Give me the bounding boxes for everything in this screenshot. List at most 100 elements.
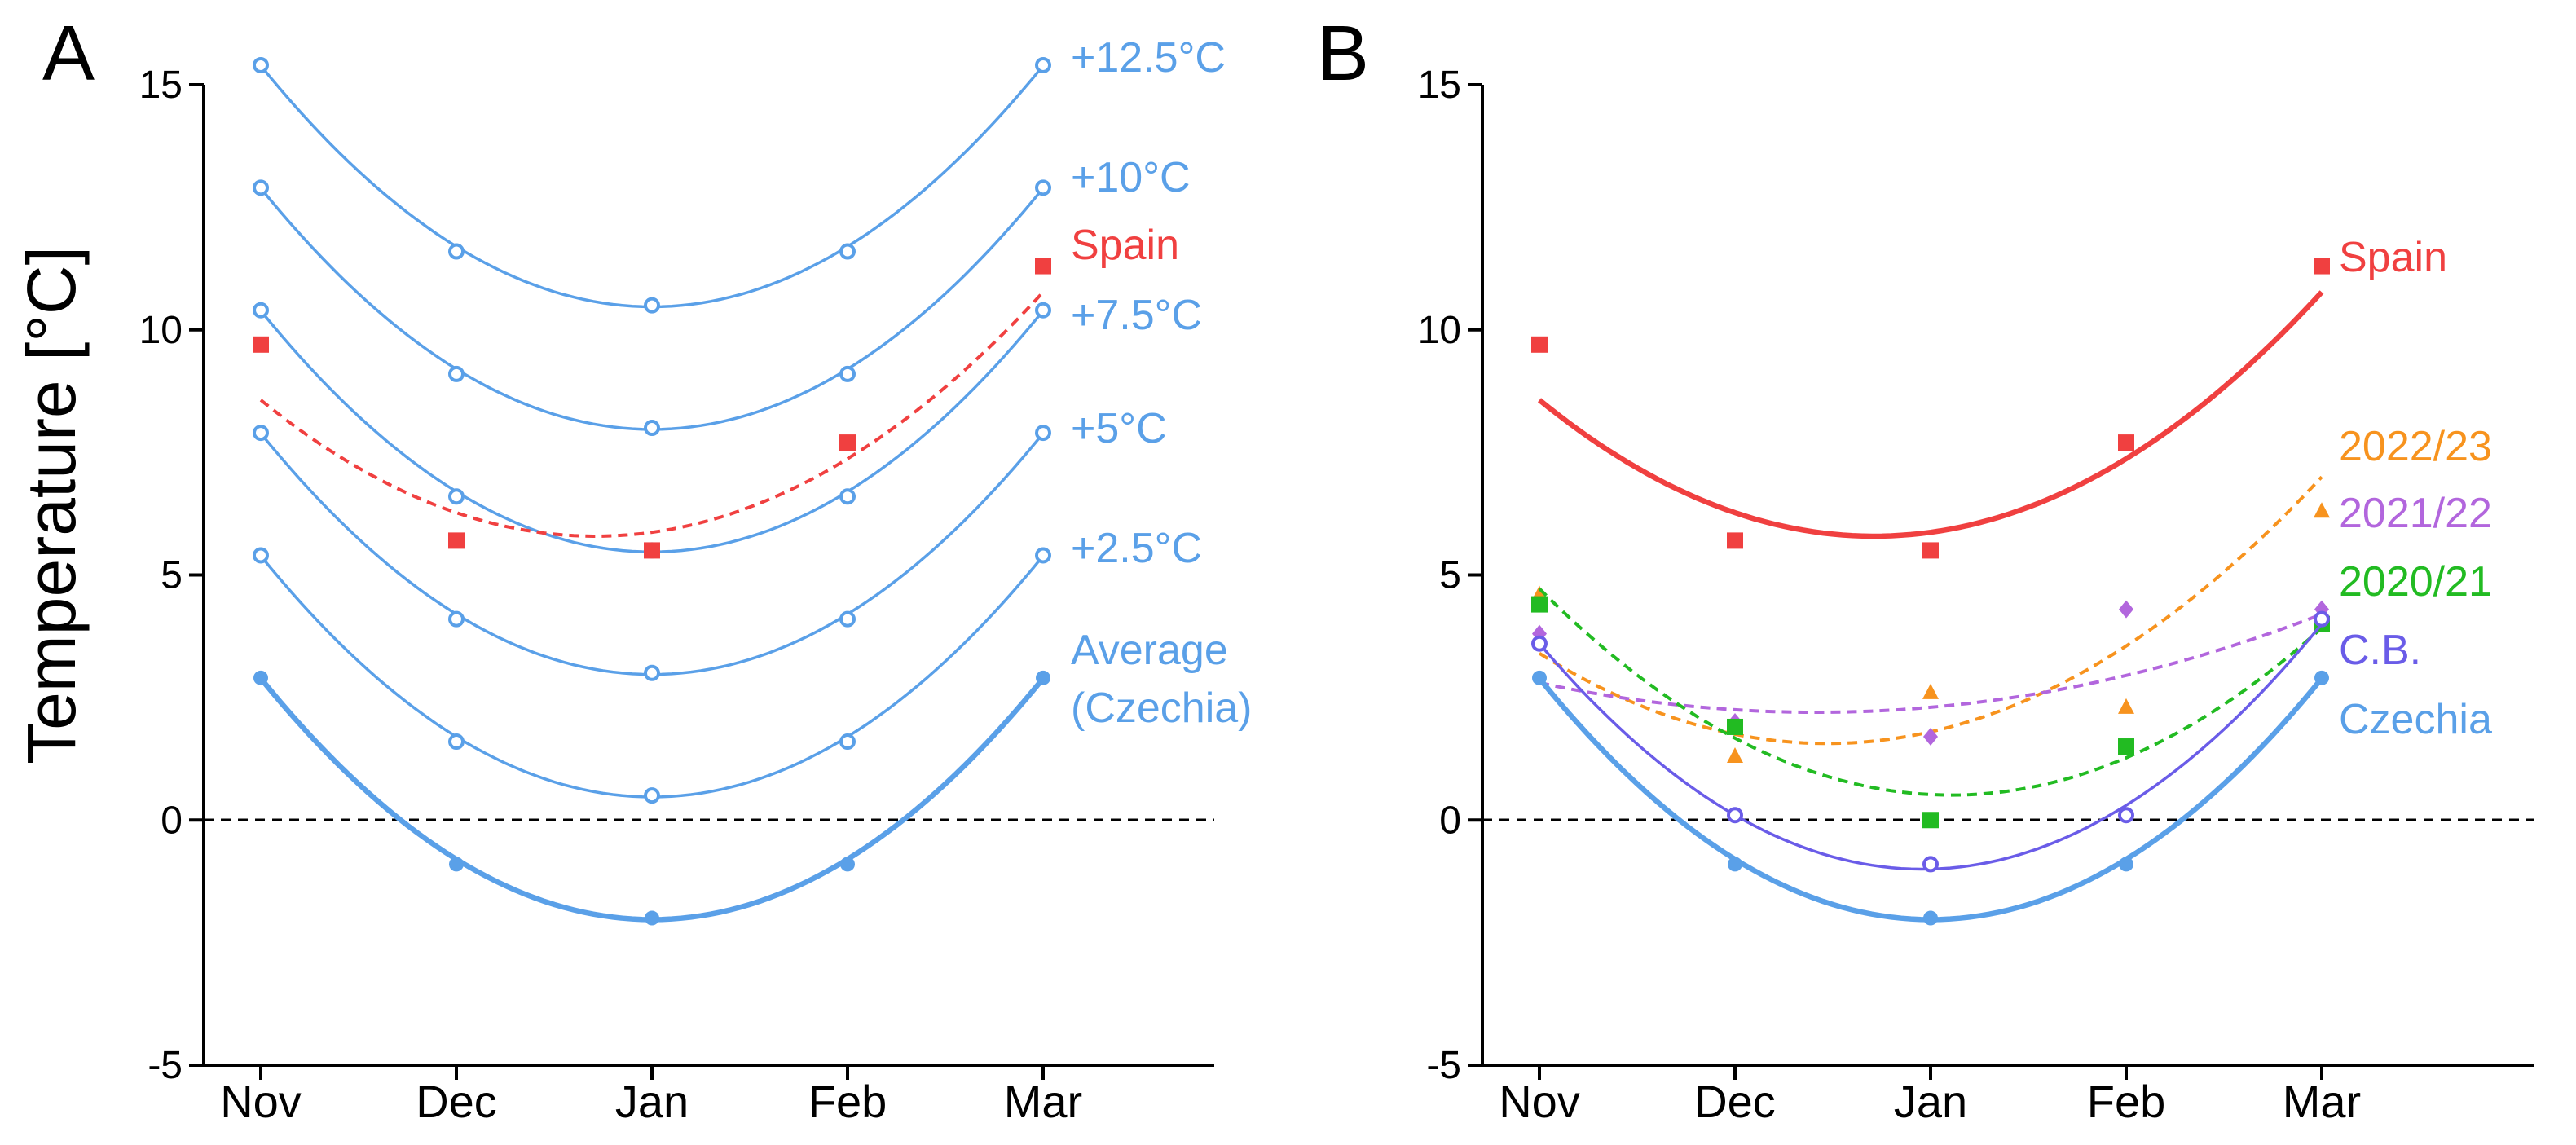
panel-b-point-czechia	[2119, 857, 2133, 872]
panel-a-point-2-5-c	[253, 547, 269, 564]
panel-b-point-spain	[1727, 532, 1743, 549]
panel-b-label-2021-22: 2021/22	[2339, 490, 2492, 537]
panel-a-point-average-czechia	[645, 910, 659, 926]
panel-a-label-10-c: +10°C	[1071, 154, 1191, 201]
panel-a-point-12-5-c	[253, 56, 269, 73]
panel-b-fit-spain	[1537, 290, 2324, 539]
panel-a-point-5-c	[644, 664, 660, 681]
panel-a-point-10-c	[1035, 179, 1051, 196]
panel-a-point-12-5-c	[839, 243, 856, 260]
panel-a-point-5-c	[448, 610, 465, 628]
panel-b-point-c-b	[2314, 610, 2330, 628]
panel-b-letter: B	[1317, 10, 1369, 97]
panel-b-point-spain	[2314, 258, 2330, 275]
panel-a-label-average-czechia: Average	[1071, 627, 1228, 674]
panel-a-x-tick-label: Dec	[416, 1076, 497, 1127]
panel-a-letter: A	[42, 10, 95, 97]
panel-b-label-czechia: Czechia	[2339, 696, 2492, 743]
panel-a-y-tick-label: -5	[148, 1044, 183, 1087]
panel-a: -5 0 5 10 15 Nov Dec Jan Feb Mar Average (Czechia) +…	[139, 34, 1253, 1127]
panel-b-point-spain	[1531, 336, 1548, 353]
panel-a-point-10-c	[839, 365, 856, 382]
panel-a-point-10-c	[253, 179, 269, 196]
panel-a-point-average-czechia	[840, 857, 855, 872]
panel-a-point-spain	[839, 434, 856, 451]
panel-b: -5 0 5 10 15 Nov Dec Jan Feb Mar Spain 2022/23 2021/…	[1418, 64, 2534, 1127]
panel-a-point-10-c	[448, 365, 465, 382]
panel-a-label-7-5-c: +7.5°C	[1071, 292, 1202, 339]
panel-b-point-spain	[1922, 542, 1939, 559]
panel-a-point-7-5-c	[839, 488, 856, 505]
panel-a-y-tick-label: 0	[161, 799, 183, 842]
panel-b-fit-czechia	[1537, 676, 2324, 923]
panel-b-label-c-b: C.B.	[2339, 627, 2421, 674]
panel-b-point-2022-23	[2118, 698, 2134, 714]
panel-b-point-2021-22	[2119, 600, 2133, 619]
panel-b-point-c-b	[1922, 856, 1939, 873]
panel-a-x-tick-label: Nov	[220, 1076, 302, 1127]
panel-a-point-2-5-c	[839, 733, 856, 751]
panel-a-point-spain	[1035, 258, 1051, 275]
panel-a-label-2-5-c: +2.5°C	[1071, 525, 1202, 572]
panel-b-fit-2021-22	[1539, 612, 2323, 714]
panel-b-fit-c-b	[1538, 623, 2323, 871]
panel-a-point-5-c	[253, 425, 269, 442]
panel-b-point-c-b	[1531, 635, 1548, 652]
panel-a-y-tick-label: 15	[139, 64, 183, 107]
panel-a-point-10-c	[644, 420, 660, 437]
panel-b-point-2020-21	[1727, 718, 1743, 735]
panel-a-point-2-5-c	[1035, 547, 1051, 564]
panel-b-point-2020-21	[1531, 596, 1548, 613]
panel-b-point-2022-23	[2314, 502, 2330, 518]
panel-a-point-spain	[448, 532, 465, 549]
panel-a-label-average-czechia: (Czechia)	[1071, 685, 1253, 732]
panel-b-label-spain: Spain	[2339, 234, 2447, 281]
panel-a-point-12-5-c	[448, 243, 465, 260]
panel-a-x-tick-label: Feb	[808, 1076, 887, 1127]
panel-a-point-average-czechia	[449, 857, 464, 872]
y-axis-title: Temperature [°C]	[13, 246, 90, 764]
panel-a-point-5-c	[1035, 425, 1051, 442]
panel-b-point-2022-23	[1922, 683, 1939, 699]
panel-a-x-tick-label: Mar	[1004, 1076, 1082, 1127]
panel-b-point-czechia	[2314, 670, 2329, 685]
panel-b-point-czechia	[1532, 670, 1547, 685]
panel-a-label-spain: Spain	[1071, 222, 1179, 269]
panel-b-x-tick-label: Jan	[1894, 1076, 1967, 1127]
panel-a-point-7-5-c	[1035, 302, 1051, 319]
panel-b-point-2020-21	[2118, 738, 2134, 755]
panel-b-y-tick-label: 15	[1418, 64, 1461, 107]
panel-a-label-12-5-c: +12.5°C	[1071, 34, 1226, 81]
panel-b-point-czechia	[1728, 857, 1742, 872]
panel-b-fit-2020-21	[1538, 587, 2323, 797]
panel-a-point-12-5-c	[1035, 56, 1051, 73]
panel-b-x-tick-label: Feb	[2087, 1076, 2166, 1127]
panel-a-point-12-5-c	[644, 297, 660, 314]
panel-a-point-2-5-c	[448, 733, 465, 751]
panel-a-fit-spain	[259, 291, 1045, 539]
panel-b-point-c-b	[1727, 807, 1743, 824]
panel-a-point-2-5-c	[644, 787, 660, 804]
panel-a-point-5-c	[839, 610, 856, 628]
panel-b-x-tick-label: Dec	[1694, 1076, 1776, 1127]
panel-a-x-tick-label: Jan	[615, 1076, 689, 1127]
panel-b-point-2022-23	[1727, 747, 1743, 764]
panel-b-y-tick-label: 5	[1439, 554, 1461, 597]
panel-b-y-tick-label: -5	[1426, 1044, 1461, 1087]
panel-b-x-tick-label: Mar	[2283, 1076, 2361, 1127]
panel-a-y-tick-label: 10	[139, 309, 183, 352]
panel-a-fit-12-5-c	[259, 64, 1045, 309]
panel-b-point-czechia	[1923, 910, 1938, 926]
panel-b-y-tick-label: 10	[1418, 309, 1461, 352]
panel-a-point-7-5-c	[448, 488, 465, 505]
panel-b-x-tick-label: Nov	[1499, 1076, 1580, 1127]
panel-a-y-tick-label: 5	[161, 554, 183, 597]
panel-a-label-5-c: +5°C	[1071, 405, 1167, 452]
panel-b-point-2020-21	[1922, 812, 1939, 829]
panel-a-point-7-5-c	[253, 302, 269, 319]
panel-b-point-spain	[2118, 434, 2134, 451]
panel-a-point-average-czechia	[253, 670, 268, 685]
panel-b-label-2020-21: 2020/21	[2339, 558, 2492, 606]
panel-b-y-tick-label: 0	[1439, 799, 1461, 842]
